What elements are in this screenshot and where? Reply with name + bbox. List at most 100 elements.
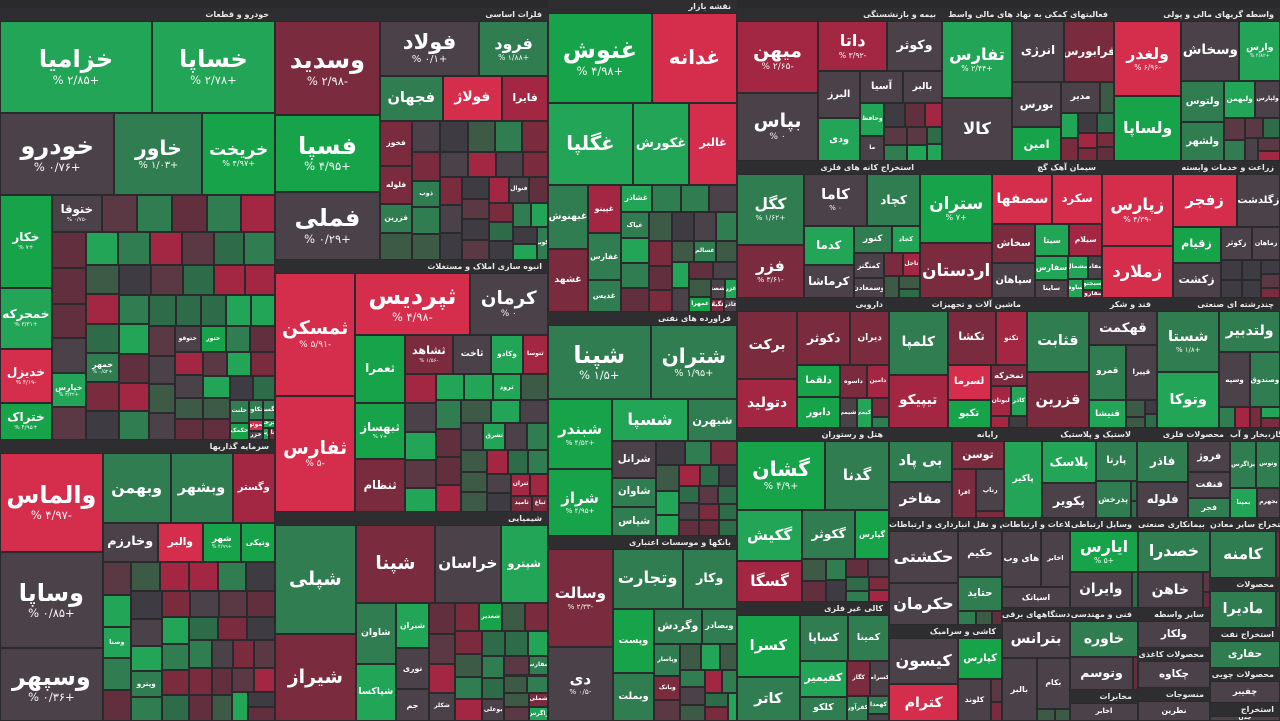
minor-stock-tile[interactable] bbox=[1275, 591, 1280, 628]
stock-tile[interactable]: شرانل bbox=[612, 441, 657, 478]
minor-stock-tile[interactable] bbox=[217, 561, 247, 592]
minor-stock-tile[interactable] bbox=[1219, 407, 1235, 428]
minor-stock-tile[interactable] bbox=[454, 699, 482, 721]
minor-stock-tile[interactable] bbox=[161, 617, 189, 645]
minor-stock-tile[interactable] bbox=[1263, 118, 1280, 139]
minor-stock-tile[interactable] bbox=[689, 279, 712, 297]
minor-stock-tile[interactable] bbox=[130, 618, 162, 646]
minor-stock-tile[interactable] bbox=[720, 643, 737, 670]
stock-tile[interactable]: ثتوسا bbox=[522, 334, 548, 375]
stock-tile[interactable]: کرماشا bbox=[803, 265, 854, 298]
stock-tile[interactable]: ولکار bbox=[1138, 621, 1210, 648]
minor-stock-tile[interactable] bbox=[529, 474, 548, 496]
minor-stock-tile[interactable] bbox=[487, 474, 512, 494]
minor-stock-tile[interactable] bbox=[672, 212, 695, 241]
minor-stock-tile[interactable] bbox=[461, 219, 489, 240]
stock-tile[interactable]: گشان% ۴/۹+ bbox=[737, 441, 826, 510]
stock-tile[interactable]: شپاکسا bbox=[355, 664, 396, 721]
stock-tile[interactable]: غسالم bbox=[693, 240, 716, 263]
minor-stock-tile[interactable] bbox=[671, 240, 694, 263]
minor-stock-tile[interactable] bbox=[231, 668, 255, 692]
minor-stock-tile[interactable] bbox=[460, 400, 491, 423]
stock-tile[interactable]: ثفارس% ۵- bbox=[275, 396, 356, 512]
minor-stock-tile[interactable] bbox=[826, 558, 847, 581]
minor-stock-tile[interactable] bbox=[202, 376, 230, 398]
minor-stock-tile[interactable] bbox=[1145, 413, 1157, 428]
stock-tile[interactable]: خزامیا% ۲/۸۵+ bbox=[0, 21, 152, 114]
stock-tile[interactable]: ثعمرا bbox=[355, 334, 405, 403]
stock-tile[interactable]: وبانک bbox=[654, 675, 681, 701]
stock-tile[interactable]: ثشرق bbox=[483, 422, 506, 451]
minor-stock-tile[interactable] bbox=[85, 323, 120, 354]
minor-stock-tile[interactable] bbox=[461, 198, 489, 220]
minor-stock-tile[interactable] bbox=[680, 704, 706, 721]
stock-tile[interactable]: غشاذر bbox=[620, 184, 652, 213]
stock-tile[interactable]: کرمان% ۰ bbox=[469, 273, 548, 335]
minor-stock-tile[interactable] bbox=[247, 706, 275, 721]
stock-tile[interactable]: وسپه bbox=[1219, 351, 1250, 408]
minor-stock-tile[interactable] bbox=[225, 326, 251, 353]
stock-tile[interactable]: دشیمی bbox=[840, 398, 858, 428]
stock-tile[interactable]: سخاش bbox=[992, 224, 1035, 264]
minor-stock-tile[interactable] bbox=[130, 645, 162, 672]
minor-stock-tile[interactable] bbox=[680, 687, 706, 705]
stock-tile[interactable]: مفاخر bbox=[889, 482, 952, 518]
stock-tile[interactable]: غگلپا bbox=[548, 102, 633, 185]
minor-stock-tile[interactable] bbox=[149, 294, 177, 327]
stock-tile[interactable]: زکشت bbox=[1172, 262, 1221, 298]
minor-stock-tile[interactable] bbox=[206, 195, 241, 232]
minor-stock-tile[interactable] bbox=[213, 231, 245, 265]
stock-tile[interactable]: زماهان bbox=[1252, 226, 1280, 261]
stock-tile[interactable]: غپاک bbox=[620, 212, 649, 239]
stock-tile[interactable]: فاذر bbox=[1137, 441, 1189, 483]
stock-tile[interactable]: سیلام bbox=[1069, 224, 1102, 257]
minor-stock-tile[interactable] bbox=[247, 691, 275, 707]
minor-stock-tile[interactable] bbox=[1234, 407, 1250, 428]
stock-tile[interactable]: کدما bbox=[803, 225, 854, 266]
minor-stock-tile[interactable] bbox=[454, 603, 480, 631]
minor-stock-tile[interactable] bbox=[429, 634, 455, 664]
minor-stock-tile[interactable] bbox=[1224, 139, 1245, 161]
minor-stock-tile[interactable] bbox=[648, 266, 672, 290]
stock-tile[interactable]: پاکیر bbox=[1004, 441, 1043, 518]
stock-tile[interactable]: حکرمان bbox=[889, 582, 958, 625]
stock-tile[interactable]: شیران bbox=[395, 603, 430, 648]
minor-stock-tile[interactable] bbox=[244, 264, 275, 295]
minor-stock-tile[interactable] bbox=[699, 503, 719, 520]
stock-tile[interactable]: فملی% ۰/۲۹+ bbox=[275, 192, 380, 260]
minor-stock-tile[interactable] bbox=[1220, 279, 1242, 298]
minor-stock-tile[interactable] bbox=[488, 221, 514, 241]
stock-tile[interactable]: ذوب bbox=[412, 180, 440, 208]
minor-stock-tile[interactable] bbox=[868, 558, 889, 578]
minor-stock-tile[interactable] bbox=[176, 294, 202, 327]
minor-stock-tile[interactable] bbox=[412, 207, 440, 235]
minor-stock-tile[interactable] bbox=[1096, 113, 1114, 133]
stock-tile[interactable]: کچاد bbox=[867, 174, 920, 226]
minor-stock-tile[interactable] bbox=[656, 515, 679, 536]
minor-stock-tile[interactable] bbox=[1244, 138, 1258, 161]
minor-stock-tile[interactable] bbox=[1220, 260, 1242, 280]
minor-stock-tile[interactable] bbox=[1145, 399, 1157, 414]
stock-tile[interactable]: کاذر bbox=[1010, 386, 1027, 417]
minor-stock-tile[interactable] bbox=[1257, 138, 1280, 151]
minor-stock-tile[interactable] bbox=[495, 120, 522, 152]
minor-stock-tile[interactable] bbox=[1224, 118, 1245, 140]
minor-stock-tile[interactable] bbox=[1249, 407, 1262, 428]
minor-stock-tile[interactable] bbox=[85, 264, 120, 295]
minor-stock-tile[interactable] bbox=[522, 151, 548, 178]
minor-stock-tile[interactable] bbox=[495, 151, 523, 178]
stock-tile[interactable]: کالا bbox=[942, 98, 1013, 161]
minor-stock-tile[interactable] bbox=[102, 594, 131, 627]
stock-tile[interactable]: قثابت bbox=[1027, 311, 1089, 373]
stock-tile[interactable]: فنوال bbox=[509, 177, 529, 203]
minor-stock-tile[interactable] bbox=[182, 264, 215, 295]
stock-tile[interactable]: فلوله bbox=[379, 165, 413, 205]
stock-tile[interactable]: دیران bbox=[850, 311, 889, 365]
stock-tile[interactable]: وخارزم bbox=[102, 522, 158, 562]
minor-stock-tile[interactable] bbox=[1130, 480, 1137, 501]
minor-stock-tile[interactable] bbox=[1130, 500, 1137, 518]
stock-tile[interactable]: وتوکا bbox=[1157, 371, 1220, 428]
minor-stock-tile[interactable] bbox=[1202, 591, 1210, 608]
stock-tile[interactable]: گسگا bbox=[737, 560, 803, 602]
minor-stock-tile[interactable] bbox=[118, 231, 151, 265]
